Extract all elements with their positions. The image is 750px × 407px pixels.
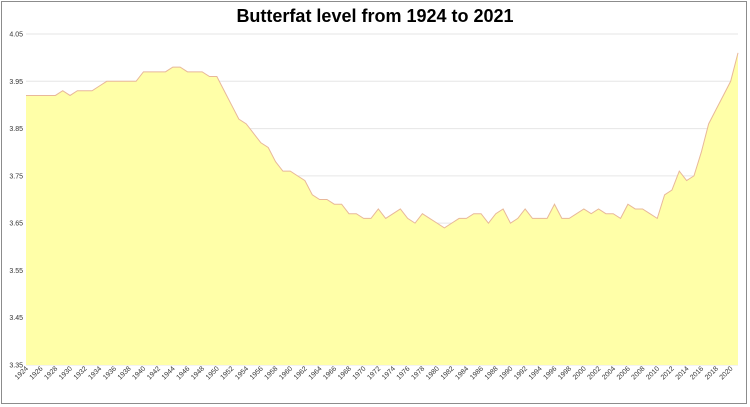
y-tick-label: 3.75 (9, 173, 23, 180)
x-tick-label: 2020 (719, 365, 735, 381)
x-tick-label: 2006 (616, 365, 632, 381)
x-tick-label: 1988 (484, 365, 500, 381)
x-tick-label: 1998 (557, 365, 573, 381)
x-tick-label: 1952 (219, 365, 235, 381)
x-tick-label: 1996 (542, 365, 558, 381)
x-tick-label: 2014 (675, 365, 691, 381)
x-tick-label: 1962 (293, 365, 309, 381)
y-axis-ticks: 4.05 3.95 3.85 3.75 3.65 3.55 3.45 3.35 (9, 32, 23, 370)
x-tick-label: 1926 (29, 365, 45, 381)
x-tick-label: 1946 (175, 365, 191, 381)
x-tick-label: 1936 (102, 365, 118, 381)
x-tick-label: 1954 (234, 365, 250, 381)
x-tick-label: 2000 (572, 365, 588, 381)
y-tick-label: 3.45 (9, 315, 23, 322)
x-tick-label: 1978 (410, 365, 426, 381)
x-tick-label: 1940 (131, 365, 147, 381)
y-tick-label: 4.05 (9, 32, 23, 39)
chart-title: Butterfat level from 1924 to 2021 (236, 6, 514, 26)
x-tick-label: 1928 (43, 365, 59, 381)
x-tick-label: 1930 (58, 365, 74, 381)
x-tick-label: 1956 (249, 365, 265, 381)
x-tick-label: 1994 (528, 365, 544, 381)
x-tick-label: 2016 (689, 365, 705, 381)
y-tick-label: 3.65 (9, 221, 23, 228)
x-tick-label: 1980 (425, 365, 441, 381)
y-tick-label: 3.85 (9, 126, 23, 133)
x-tick-label: 1958 (264, 365, 280, 381)
x-tick-label: 1986 (469, 365, 485, 381)
x-tick-label: 1960 (278, 365, 294, 381)
x-tick-label: 1944 (161, 365, 177, 381)
x-tick-label: 2010 (645, 365, 661, 381)
x-tick-label: 1984 (454, 365, 470, 381)
x-tick-label: 1934 (87, 365, 103, 381)
x-axis-ticks: 1924192619281930193219341936193819401942… (14, 365, 735, 381)
x-tick-label: 1966 (322, 365, 338, 381)
butterfat-line (26, 52, 739, 229)
x-tick-label: 1932 (73, 365, 89, 381)
x-tick-label: 1992 (513, 365, 529, 381)
x-tick-label: 1970 (352, 365, 368, 381)
x-tick-label: 1938 (117, 365, 133, 381)
x-tick-label: 1982 (440, 365, 456, 381)
y-tick-label: 3.95 (9, 79, 23, 86)
x-tick-label: 2008 (631, 365, 647, 381)
x-tick-label: 2002 (586, 365, 602, 381)
x-tick-label: 1948 (190, 365, 206, 381)
x-tick-label: 1964 (308, 365, 324, 381)
x-tick-label: 1974 (381, 365, 397, 381)
x-tick-label: 1976 (396, 365, 412, 381)
y-tick-label: 3.55 (9, 268, 23, 275)
y-tick-label: 3.35 (9, 363, 23, 370)
x-tick-label: 1990 (498, 365, 514, 381)
butterfat-area (26, 52, 738, 365)
x-tick-label: 1972 (366, 365, 382, 381)
x-tick-label: 2012 (660, 365, 676, 381)
x-tick-label: 1942 (146, 365, 162, 381)
x-tick-label: 1968 (337, 365, 353, 381)
x-tick-label: 2018 (704, 365, 720, 381)
x-tick-label: 1950 (205, 365, 221, 381)
x-tick-label: 2004 (601, 365, 617, 381)
